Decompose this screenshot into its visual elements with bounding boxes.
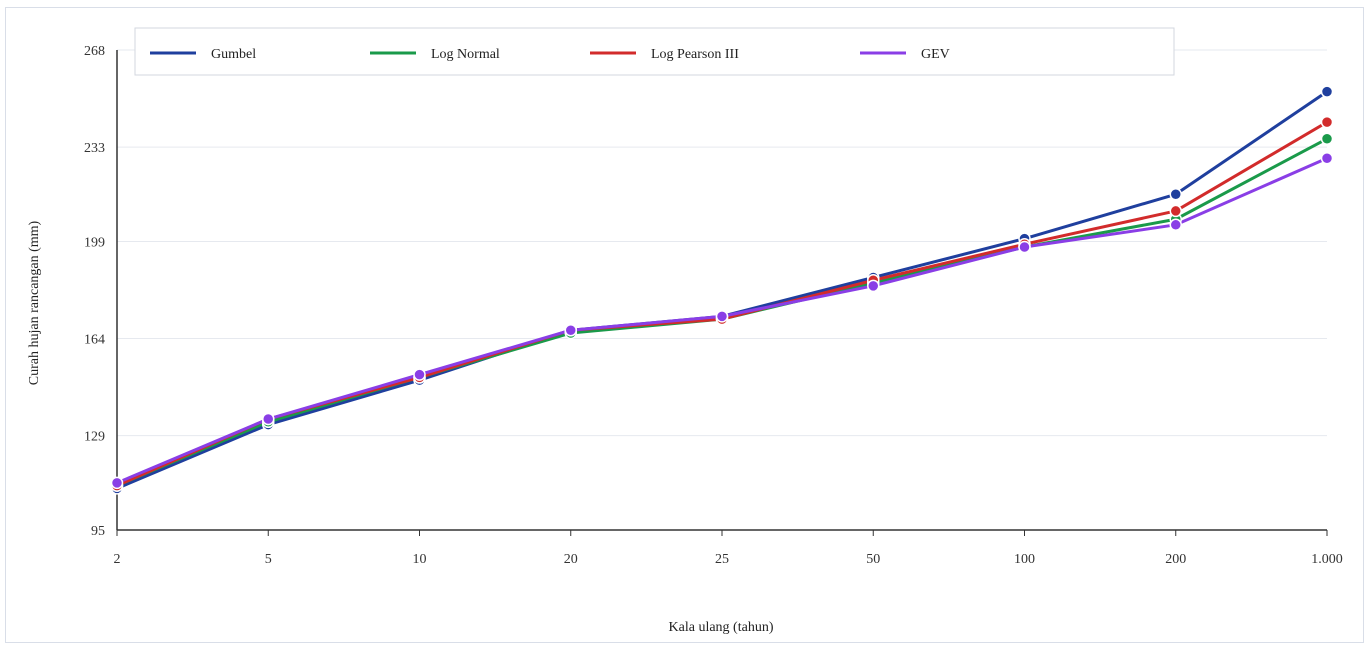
series-point-2 [1169, 204, 1182, 218]
series-point-3 [564, 323, 577, 337]
x-tick-label: 100 [1014, 552, 1035, 567]
x-axis-title: Kala ulang (tahun) [669, 620, 774, 635]
series-points [110, 85, 1334, 495]
y-tick-label: 95 [91, 524, 105, 539]
x-tick-label: 1.000 [1311, 552, 1343, 567]
legend-label: GEV [921, 47, 950, 62]
series-point-0 [1320, 85, 1334, 98]
x-tick-label: 25 [715, 552, 729, 567]
x-tick-label: 2 [114, 552, 121, 567]
chart-frame [5, 7, 1364, 643]
series-point-0 [1169, 188, 1182, 201]
y-tick-label: 164 [84, 333, 105, 348]
y-tick-label: 129 [84, 430, 105, 445]
series-point-3 [715, 310, 729, 323]
legend-label: Log Normal [431, 47, 500, 62]
series-point-3 [110, 476, 124, 490]
series-point-3 [262, 412, 275, 426]
x-tick-label: 200 [1165, 552, 1186, 567]
series-lines [115, 90, 1329, 490]
x-tick-label: 10 [413, 552, 427, 567]
legend-label: Gumbel [211, 47, 256, 62]
series-point-1 [1320, 132, 1334, 146]
y-tick-label: 268 [84, 44, 105, 59]
gridlines [117, 49, 1327, 531]
series-line-0 [115, 90, 1329, 490]
series-point-3 [1018, 240, 1031, 254]
x-tick-labels: 2 5 10 20 25 50 100 200 1.000 [114, 552, 1343, 567]
series-point-3 [413, 368, 426, 381]
x-tick-label: 50 [866, 552, 880, 567]
series-line-2 [115, 120, 1329, 488]
axes [116, 50, 1328, 536]
legend-label: Log Pearson III [651, 47, 739, 62]
series-point-3 [867, 279, 880, 293]
x-tick-label: 5 [265, 552, 272, 567]
legend: Gumbel Log Normal Log Pearson III GEV [134, 27, 1175, 76]
y-tick-label: 199 [84, 235, 105, 250]
y-axis-title: Curah hujan rancangan (mm) [27, 220, 42, 385]
series-point-3 [1169, 218, 1182, 232]
y-tick-labels: 95 129 164 199 233 268 [84, 44, 105, 539]
legend-box [134, 27, 1175, 76]
x-tick-label: 20 [564, 552, 578, 567]
series-point-3 [1320, 151, 1334, 165]
y-tick-label: 233 [84, 141, 105, 156]
series-point-2 [1320, 115, 1334, 129]
